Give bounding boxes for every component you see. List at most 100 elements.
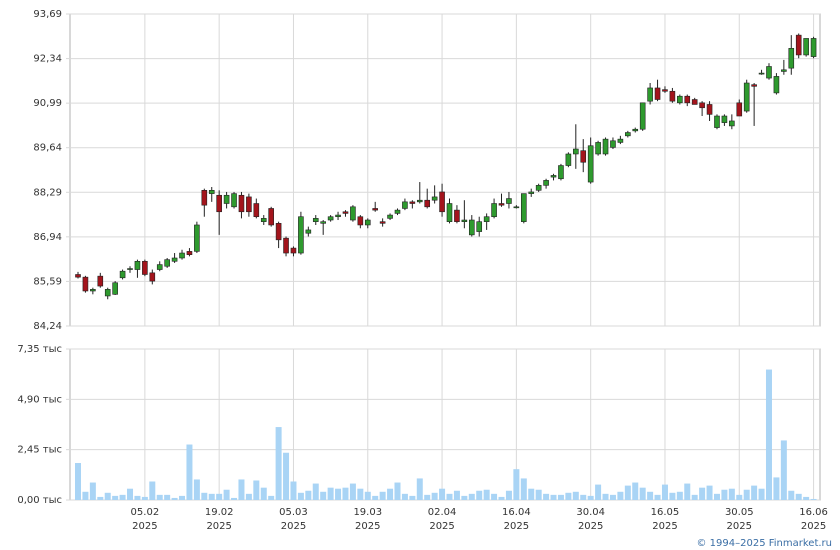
x-tick-label: 05.02 [131, 507, 160, 518]
volume-bar [305, 490, 312, 500]
candle-body [506, 198, 512, 204]
x-tick-label: 16.04 [502, 507, 531, 518]
candle-body [424, 199, 431, 208]
volume-bar [439, 488, 446, 500]
volume-bar [335, 488, 342, 500]
volume-bar [528, 488, 535, 500]
candle-body [781, 69, 787, 72]
candle-body [520, 193, 527, 222]
volume-bar [186, 444, 193, 500]
x-tick-label: 2025 [727, 521, 752, 532]
candle-body [491, 203, 497, 218]
volume-bar [431, 492, 438, 500]
candle-body [327, 216, 334, 221]
candle-body [320, 221, 326, 224]
candle-body [171, 257, 178, 262]
candle-body [312, 218, 319, 222]
candle-body [810, 38, 817, 57]
volume-bar [595, 484, 602, 500]
volume-bar [401, 493, 408, 500]
candle-body [677, 95, 683, 104]
y-tick-label: 92,34 [33, 54, 62, 65]
volume-bar [164, 494, 171, 500]
volume-bar [141, 496, 148, 500]
volume-bar [810, 498, 817, 500]
volume-bar [491, 493, 498, 500]
volume-bar [245, 493, 252, 500]
candle-body [149, 272, 156, 282]
candle-body [669, 90, 676, 102]
y-tick-label: 85,59 [33, 276, 62, 287]
volume-bar [468, 493, 475, 500]
volume-bar [424, 494, 431, 500]
x-tick-label: 2025 [504, 521, 529, 532]
plot-frame [69, 348, 821, 501]
volume-bar [557, 494, 564, 500]
volume-bar [89, 482, 96, 500]
x-tick-label: 05.03 [279, 507, 308, 518]
candle-body [283, 237, 289, 254]
volume-bar [773, 477, 780, 500]
candle-body [788, 48, 795, 69]
volume-bar [275, 427, 282, 500]
volume-bar [171, 497, 178, 500]
candle-body [595, 142, 601, 155]
candle-body [565, 153, 572, 166]
candle-body [550, 175, 557, 178]
candle-body [647, 87, 653, 102]
y-tick-label: 88,29 [33, 187, 62, 198]
volume-bar [602, 493, 609, 500]
candle-body [260, 218, 267, 222]
volume-bar [349, 483, 356, 500]
y-tick-label: 0,00 тыс [17, 495, 62, 506]
candle-body [795, 34, 802, 56]
volume-bar [201, 492, 208, 500]
volume-bar [728, 488, 735, 500]
volume-bar [676, 491, 683, 500]
volume-bar [721, 489, 728, 500]
candle-body [632, 128, 639, 132]
volume-bar [216, 493, 223, 500]
volume-bar [513, 469, 520, 500]
x-tick-label: 2025 [132, 521, 157, 532]
plot-frame [69, 13, 821, 327]
candle-body [729, 120, 735, 127]
candle-body [662, 89, 668, 92]
volume-bar [312, 483, 319, 500]
volume-bar [795, 493, 802, 500]
candle-body [416, 199, 423, 203]
candle-body [684, 95, 691, 104]
x-tick-label: 02.04 [428, 507, 457, 518]
candle-body [476, 221, 483, 232]
candle-body [231, 193, 237, 208]
candle-body [357, 216, 364, 226]
candle-body [75, 274, 81, 278]
candle-body [246, 196, 252, 213]
volume-bar [453, 490, 460, 500]
volume-bar [765, 369, 772, 500]
volume-bar [290, 481, 297, 500]
volume-bar [565, 492, 572, 500]
volume-bar [238, 479, 245, 500]
volume-bar [149, 481, 156, 500]
candle-body [364, 219, 371, 226]
candle-body [372, 208, 379, 211]
volume-bar [104, 492, 111, 500]
copyright: © 1994–2025 Finmarket.ru [696, 538, 832, 549]
volume-bar [713, 493, 720, 500]
volume-bar [409, 495, 416, 500]
volume-bar [193, 479, 200, 500]
candle-body [305, 229, 312, 234]
candle-body [714, 115, 720, 128]
candle-body [625, 132, 631, 137]
candle-body [402, 201, 408, 209]
volume-bar [691, 494, 698, 500]
candle-body [112, 282, 118, 295]
candle-body [743, 82, 750, 112]
candle-body [335, 214, 341, 218]
candle-body [803, 38, 809, 56]
candle-body [186, 251, 193, 255]
x-tick-label: 30.05 [725, 507, 754, 518]
volume-bar [699, 487, 706, 500]
candle-body [454, 209, 460, 222]
